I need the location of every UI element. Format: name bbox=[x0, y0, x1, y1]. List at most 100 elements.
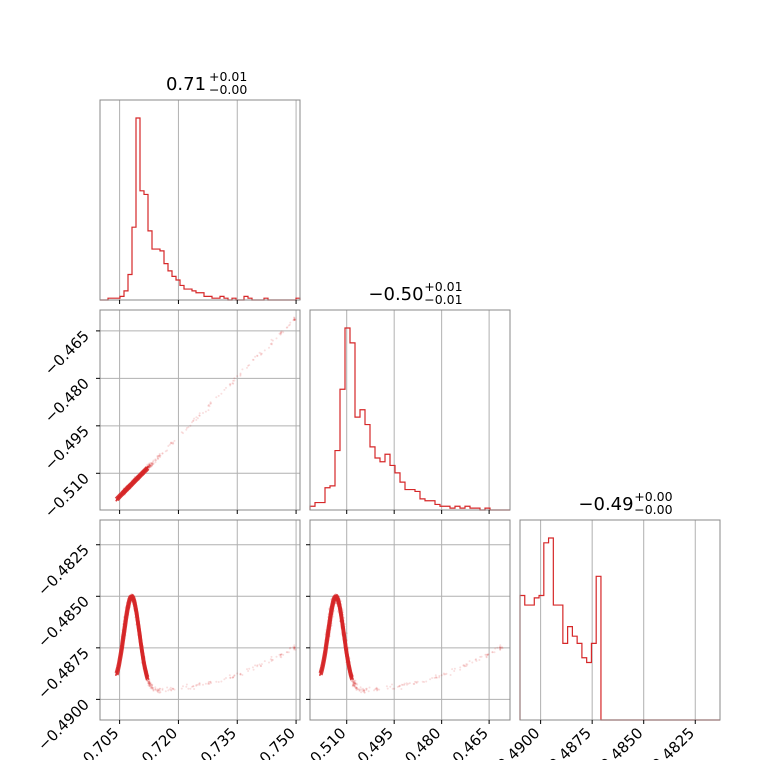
sample-point bbox=[150, 686, 153, 689]
sample-point bbox=[149, 682, 151, 685]
sample-point bbox=[209, 402, 212, 405]
sample-point bbox=[352, 681, 355, 684]
sample-point bbox=[228, 674, 231, 677]
sample-point bbox=[403, 683, 406, 686]
sample-point bbox=[365, 689, 368, 691]
sample-point bbox=[434, 674, 437, 677]
sample-point bbox=[500, 646, 503, 649]
sample-point bbox=[195, 683, 198, 686]
sample-point bbox=[496, 646, 499, 649]
sample-point bbox=[170, 442, 173, 444]
sample-point bbox=[158, 689, 161, 692]
sample-point bbox=[479, 655, 482, 658]
sample-point bbox=[150, 685, 153, 688]
sample-point bbox=[376, 689, 378, 692]
sample-point bbox=[352, 682, 355, 685]
sample-point bbox=[360, 688, 363, 691]
sample-point bbox=[288, 647, 291, 650]
sample-point bbox=[355, 687, 358, 690]
sample-point bbox=[278, 332, 281, 335]
sample-point bbox=[210, 402, 213, 405]
sample-point bbox=[156, 455, 159, 458]
sample-point bbox=[204, 410, 207, 413]
sample-point bbox=[280, 331, 283, 334]
sample-point bbox=[259, 664, 262, 667]
sample-point bbox=[396, 685, 399, 688]
sample-point bbox=[355, 682, 358, 685]
sample-point bbox=[361, 687, 364, 690]
sample-point bbox=[363, 689, 365, 692]
sample-point bbox=[171, 687, 174, 690]
sample-point bbox=[499, 644, 502, 647]
sample-point bbox=[353, 685, 356, 688]
x-tick-label: −0.495 bbox=[345, 724, 397, 760]
sample-point bbox=[499, 647, 501, 650]
sample-point bbox=[155, 689, 158, 692]
sample-point bbox=[376, 687, 379, 690]
sample-point bbox=[207, 404, 210, 406]
sample-point bbox=[465, 663, 468, 666]
sample-point bbox=[359, 686, 362, 689]
sample-point bbox=[405, 682, 408, 685]
sample-point bbox=[362, 690, 365, 693]
sample-point bbox=[279, 654, 282, 656]
sample-point bbox=[170, 689, 173, 692]
sample-point bbox=[360, 691, 363, 694]
sample-point bbox=[148, 680, 151, 683]
sample-point bbox=[358, 688, 361, 691]
sample-point bbox=[159, 456, 161, 459]
x-tick-label: −0.4900 bbox=[485, 724, 544, 760]
sample-point bbox=[270, 342, 273, 345]
sample-point bbox=[353, 681, 356, 684]
sample-point bbox=[195, 419, 198, 421]
sample-point bbox=[241, 368, 244, 371]
x-tick-label: −0.4875 bbox=[536, 724, 595, 760]
sample-point bbox=[487, 653, 490, 656]
sample-point bbox=[294, 648, 297, 651]
sample-point bbox=[192, 685, 195, 688]
sample-point bbox=[229, 383, 232, 386]
sample-point bbox=[354, 683, 357, 685]
sample-point bbox=[425, 680, 428, 683]
sample-point bbox=[293, 644, 296, 647]
sample-point bbox=[408, 682, 411, 685]
sample-point bbox=[196, 683, 199, 686]
sample-point bbox=[156, 689, 159, 692]
sample-point bbox=[389, 685, 392, 688]
sample-point bbox=[149, 683, 152, 686]
sample-point bbox=[491, 651, 494, 654]
sample-point bbox=[232, 382, 235, 385]
sample-point bbox=[275, 337, 278, 340]
sample-point bbox=[169, 686, 172, 689]
sample-point bbox=[225, 386, 227, 389]
title-value: −0.50 bbox=[368, 284, 423, 305]
sample-point bbox=[148, 682, 151, 685]
y-tick-label: −0.4850 bbox=[34, 592, 93, 651]
sample-point bbox=[278, 653, 281, 656]
sample-point bbox=[246, 668, 248, 671]
sample-point bbox=[168, 443, 171, 446]
sample-point bbox=[148, 680, 151, 683]
sample-point bbox=[358, 689, 361, 692]
sample-point bbox=[161, 452, 164, 455]
sample-point bbox=[151, 686, 154, 689]
sample-point bbox=[193, 688, 196, 690]
sample-point bbox=[233, 674, 236, 677]
sample-point bbox=[151, 463, 154, 466]
x-tick-label: 0.735 bbox=[197, 724, 240, 760]
sample-point bbox=[268, 346, 270, 349]
sample-point bbox=[154, 688, 157, 691]
sample-point bbox=[256, 355, 259, 357]
x-tick-label: −0.465 bbox=[440, 724, 492, 760]
y-tick-label: −0.480 bbox=[41, 374, 93, 426]
sample-point bbox=[148, 466, 151, 469]
sample-point bbox=[368, 686, 371, 689]
sample-point bbox=[293, 647, 296, 650]
sample-point bbox=[148, 682, 150, 685]
sample-point bbox=[351, 680, 354, 683]
sample-point bbox=[352, 684, 355, 687]
histogram-dim-2 bbox=[519, 537, 720, 721]
sample-point bbox=[268, 661, 270, 664]
sample-point bbox=[172, 687, 175, 690]
sample-point bbox=[154, 688, 157, 691]
